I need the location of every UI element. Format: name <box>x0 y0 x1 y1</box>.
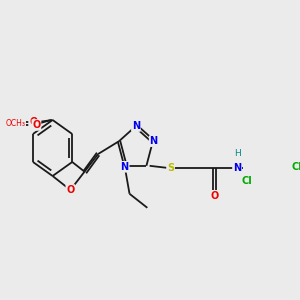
Text: H: H <box>234 149 240 158</box>
Text: O: O <box>66 185 74 195</box>
Text: O: O <box>29 117 37 127</box>
Text: OCH₃: OCH₃ <box>5 118 26 127</box>
Text: N: N <box>150 136 158 146</box>
Text: Cl: Cl <box>242 176 252 186</box>
Text: N: N <box>132 121 140 131</box>
Text: O: O <box>210 191 218 201</box>
Text: N: N <box>233 163 241 173</box>
Text: O: O <box>32 120 40 130</box>
Text: Cl: Cl <box>292 162 300 172</box>
Text: S: S <box>167 163 174 173</box>
Text: N: N <box>121 162 129 172</box>
